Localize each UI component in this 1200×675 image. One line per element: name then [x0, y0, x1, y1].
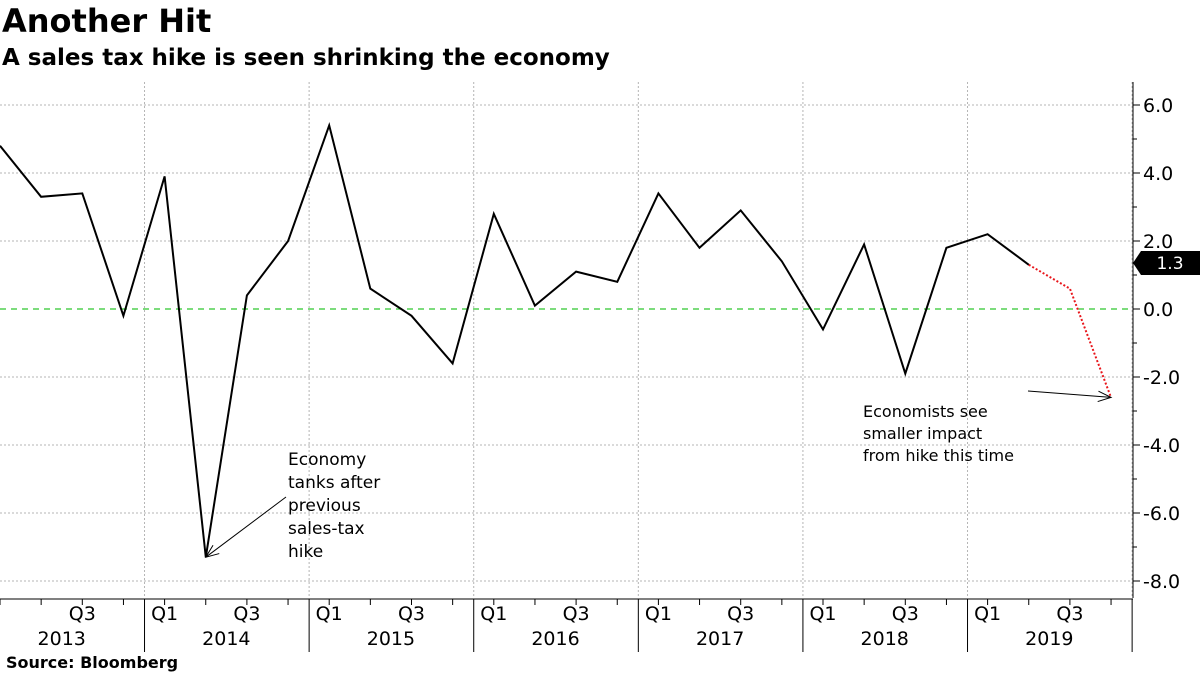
annotation-tax-hike-2014: Economy tanks after previous sales-tax h…	[288, 450, 386, 562]
annotation-arrow-2019	[1027, 390, 1112, 398]
source-note: Source: Bloomberg	[6, 653, 179, 672]
chart-subtitle: A sales tax hike is seen shrinking the e…	[2, 45, 610, 71]
annotation-arrow-2014	[205, 496, 287, 558]
x-quarter-label: Q3	[727, 603, 754, 625]
y-tick-label: 4.0	[1143, 163, 1173, 185]
y-tick-label: -8.0	[1143, 571, 1180, 593]
last-value-badge: 1.3	[1133, 251, 1200, 275]
x-year-label: 2013	[38, 628, 86, 650]
last-value-badge-shape	[1133, 251, 1200, 275]
annotation-2014-line: Economy	[288, 450, 366, 470]
chart-title: Another Hit	[2, 2, 212, 40]
x-year-label: 2019	[1025, 628, 1073, 650]
last-value-label: 1.3	[1156, 254, 1183, 274]
x-year-label: 2015	[367, 628, 415, 650]
y-tick-label: 6.0	[1143, 95, 1173, 117]
y-tick-label: 0.0	[1143, 299, 1173, 321]
annotation-2014-line: previous	[288, 496, 361, 516]
x-quarter-label: Q1	[645, 603, 672, 625]
x-quarter-label: Q3	[1056, 603, 1083, 625]
y-tick-label: -2.0	[1143, 367, 1180, 389]
annotation-2019-line: smaller impact	[863, 424, 982, 443]
x-quarter-label: Q1	[480, 603, 507, 625]
x-quarter-label: Q1	[809, 603, 836, 625]
data-series	[0, 121, 1112, 558]
x-quarter-label: Q3	[563, 603, 590, 625]
x-year-label: 2016	[531, 628, 579, 650]
annotation-2019-line: Economists see	[863, 402, 988, 421]
annotation-forecast-2019: Economists see smaller impact from hike …	[863, 402, 1014, 465]
x-quarter-label: Q3	[398, 603, 425, 625]
x-quarter-label: Q1	[974, 603, 1001, 625]
annotation-arrow-2019-head	[1097, 390, 1113, 403]
x-quarter-label: Q1	[316, 603, 343, 625]
x-year-label: 2018	[861, 628, 909, 650]
x-quarter-label: Q3	[69, 603, 96, 625]
axes: 6.0 4.0 2.0 0.0 -2.0 -4.0 -6.0 -8.0 Q3 Q1 Q3 Q1 Q3 Q1…	[0, 82, 1180, 652]
y-tick-label: 2.0	[1143, 231, 1173, 253]
forecast-gdp-line	[1028, 263, 1112, 398]
grid-lines	[0, 82, 1133, 598]
x-quarter-label: Q3	[233, 603, 260, 625]
annotations: Economy tanks after previous sales-tax h…	[204, 390, 1113, 562]
x-quarter-label: Q1	[151, 603, 178, 625]
x-quarter-label: Q3	[892, 603, 919, 625]
annotation-2014-line: sales-tax	[288, 519, 365, 539]
annotation-arrow-2014-head	[204, 544, 220, 559]
annotation-2014-line: hike	[288, 542, 323, 562]
y-tick-label: -6.0	[1143, 503, 1180, 525]
annotation-2019-line: from hike this time	[863, 446, 1014, 465]
actual-gdp-line	[0, 121, 1030, 558]
y-tick-label: -4.0	[1143, 435, 1180, 457]
annotation-2014-line: tanks after	[288, 473, 380, 493]
x-year-label: 2017	[696, 628, 744, 650]
x-year-label: 2014	[202, 628, 250, 650]
